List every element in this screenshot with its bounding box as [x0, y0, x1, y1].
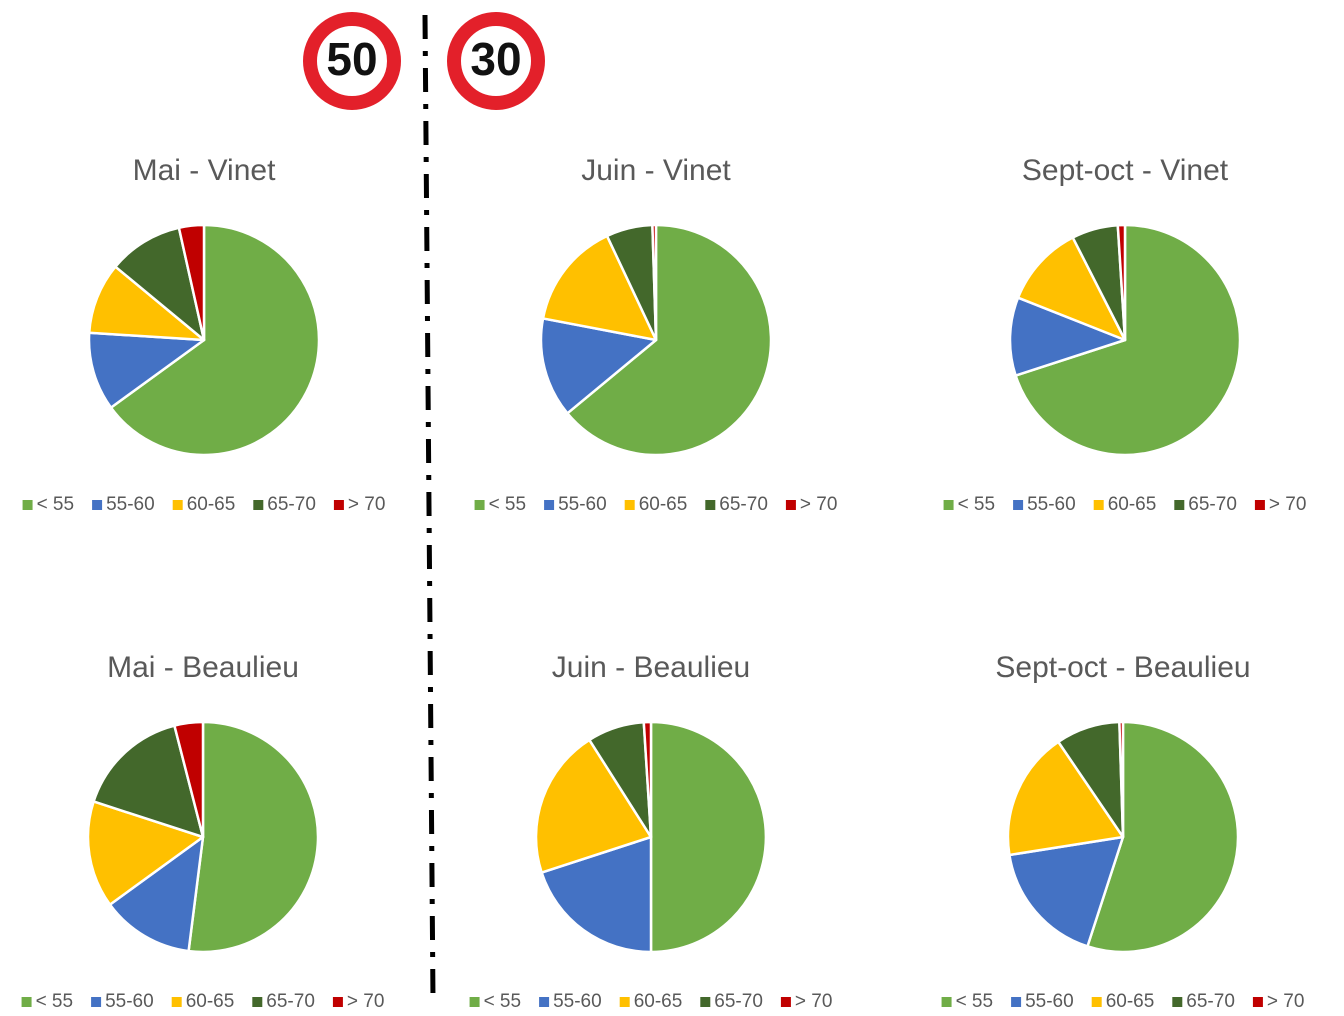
pie-slice — [1086, 720, 1240, 954]
legend-label: 55-60 — [1027, 494, 1076, 515]
legend-swatch — [539, 997, 550, 1007]
pie-slice — [1118, 720, 1125, 839]
chart-title: Mai - Beaulieu — [107, 651, 299, 684]
pie-slice — [109, 223, 321, 457]
legend-label: 65-70 — [1188, 494, 1237, 515]
legend-swatch — [544, 500, 555, 510]
divider — [422, 14, 436, 1001]
legend-label: < 55 — [484, 991, 522, 1012]
legend-label: > 70 — [1269, 494, 1307, 515]
speed-sign — [303, 12, 401, 110]
pie-slice — [86, 800, 205, 906]
legend-swatch — [474, 500, 485, 510]
legend-swatch — [1091, 997, 1102, 1007]
legend-swatch — [780, 997, 791, 1007]
legend-swatch — [1011, 997, 1022, 1007]
pie-slice — [541, 234, 658, 342]
pie-slice — [1014, 223, 1242, 457]
pie-slice — [1008, 835, 1125, 948]
legend-label: 65-70 — [714, 991, 763, 1012]
legend-swatch — [1172, 997, 1183, 1007]
legend-label: 65-70 — [719, 494, 768, 515]
chart-title: Sept-oct - Vinet — [1022, 154, 1229, 187]
legend-swatch — [1252, 997, 1263, 1007]
legend-swatch — [171, 997, 182, 1007]
legend-label: < 55 — [489, 494, 527, 515]
chart-title: Sept-oct - Beaulieu — [995, 651, 1250, 684]
legend-label: 55-60 — [106, 494, 155, 515]
pie-slice — [566, 223, 773, 457]
legend-label: 60-65 — [634, 991, 683, 1012]
legend-label: 55-60 — [1025, 991, 1074, 1012]
legend-swatch — [253, 500, 264, 510]
legend-swatch — [700, 997, 711, 1007]
legend-swatch — [943, 500, 954, 510]
legend-label: 60-65 — [186, 991, 235, 1012]
legend-label: < 55 — [37, 494, 75, 515]
pie-slice — [114, 226, 206, 342]
pie-slice — [649, 720, 768, 954]
legend-label: 55-60 — [558, 494, 607, 515]
pie-slice — [92, 724, 205, 839]
legend-swatch — [21, 997, 32, 1007]
legend-label: > 70 — [347, 991, 385, 1012]
legend-swatch — [619, 997, 630, 1007]
legend-label: > 70 — [348, 494, 386, 515]
legend-swatch — [1254, 500, 1265, 510]
pie-slice — [177, 223, 206, 342]
legend-swatch — [1174, 500, 1185, 510]
pie-slice — [1008, 296, 1127, 377]
legend-label: > 70 — [800, 494, 838, 515]
legend-label: 60-65 — [1108, 494, 1157, 515]
legend-swatch — [705, 500, 716, 510]
legend-swatch — [333, 500, 344, 510]
legend-label: 60-65 — [1106, 991, 1155, 1012]
pie-slice — [108, 835, 205, 953]
legend-label: 60-65 — [187, 494, 236, 515]
pie-slice — [651, 223, 658, 342]
pie-slice — [540, 835, 653, 954]
chart-title: Juin - Vinet — [581, 154, 731, 187]
legend-label: 60-65 — [639, 494, 688, 515]
pie-slice — [87, 265, 206, 342]
legend-swatch — [92, 500, 103, 510]
legend-swatch — [91, 997, 102, 1007]
legend-swatch — [252, 997, 263, 1007]
legend-label: 65-70 — [266, 991, 315, 1012]
legend-swatch — [1013, 500, 1024, 510]
legend-label: < 55 — [958, 494, 996, 515]
pie-slice — [534, 738, 653, 874]
legend-label: < 55 — [36, 991, 74, 1012]
pie-slice — [173, 720, 205, 839]
legend-label: 65-70 — [267, 494, 316, 515]
pie-slice — [1006, 740, 1125, 857]
legend-swatch — [22, 500, 33, 510]
chart-title: Juin - Beaulieu — [552, 651, 750, 684]
legend-swatch — [624, 500, 635, 510]
legend-label: 65-70 — [1186, 991, 1235, 1012]
pie-slice — [187, 720, 320, 954]
pie-slice — [1116, 223, 1127, 342]
pie-slice — [642, 720, 653, 839]
sign-label: 50 — [326, 33, 377, 85]
legend-swatch — [172, 500, 183, 510]
legend-swatch — [469, 997, 480, 1007]
legend-label: > 70 — [1267, 991, 1305, 1012]
sign-label: 30 — [470, 33, 521, 85]
legend-swatch — [941, 997, 952, 1007]
legend-label: > 70 — [795, 991, 833, 1012]
legend-label: 55-60 — [553, 991, 602, 1012]
legend-swatch — [785, 500, 796, 510]
pie-slice — [87, 331, 206, 409]
legend-label: 55-60 — [105, 991, 154, 1012]
pie-slice — [539, 317, 658, 415]
legend-swatch — [332, 997, 343, 1007]
pie-slice — [1016, 236, 1127, 342]
legend-label: < 55 — [956, 991, 994, 1012]
chart-title: Mai - Vinet — [133, 154, 277, 187]
speed-sign — [447, 12, 545, 110]
legend-swatch — [1093, 500, 1104, 510]
